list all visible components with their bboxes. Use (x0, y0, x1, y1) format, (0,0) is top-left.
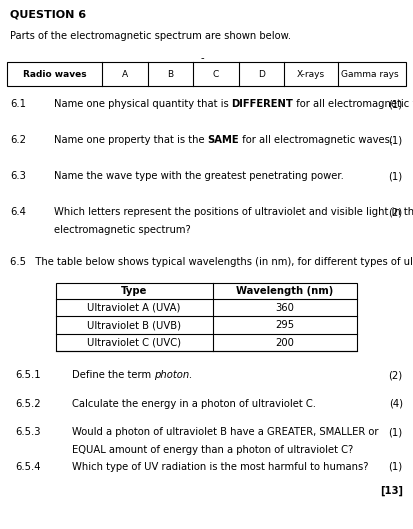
Text: (4): (4) (389, 399, 403, 409)
Text: Ultraviolet C (UVC): Ultraviolet C (UVC) (87, 338, 181, 348)
Text: (1): (1) (389, 462, 403, 472)
Text: Name the wave type with the greatest penetrating power.: Name the wave type with the greatest pen… (54, 171, 344, 181)
Text: A: A (122, 69, 128, 79)
Text: -: - (201, 53, 204, 63)
Text: D: D (258, 69, 265, 79)
Text: X-rays: X-rays (297, 69, 325, 79)
Text: 6.5.2: 6.5.2 (16, 399, 41, 409)
Text: Wavelength (nm): Wavelength (nm) (236, 286, 334, 296)
Text: 6.3: 6.3 (10, 171, 26, 181)
Text: (2): (2) (389, 207, 403, 217)
Bar (56, 283, 357, 351)
Text: 6.2: 6.2 (10, 135, 26, 145)
Text: 6.4: 6.4 (10, 207, 26, 217)
Text: Which letters represent the positions of ultraviolet and visible light in the: Which letters represent the positions of… (54, 207, 413, 217)
Text: SAME: SAME (207, 135, 239, 145)
Text: (1): (1) (389, 427, 403, 437)
Text: B: B (168, 69, 173, 79)
Text: 6.5.3: 6.5.3 (16, 427, 41, 437)
Text: Gamma rays: Gamma rays (342, 69, 399, 79)
Text: [13]: [13] (380, 486, 403, 496)
Text: Ultraviolet A (UVA): Ultraviolet A (UVA) (88, 303, 181, 313)
Text: Type: Type (121, 286, 147, 296)
Text: 360: 360 (275, 303, 294, 313)
Text: (1): (1) (389, 135, 403, 145)
Bar (7, 62, 406, 86)
Text: Which type of UV radiation is the most harmful to humans?: Which type of UV radiation is the most h… (72, 462, 369, 472)
Text: 295: 295 (275, 320, 294, 330)
Text: 6.5.4: 6.5.4 (16, 462, 41, 472)
Text: EQUAL amount of energy than a photon of ultraviolet C?: EQUAL amount of energy than a photon of … (72, 445, 354, 455)
Text: Would a photon of ultraviolet B have a GREATER, SMALLER or: Would a photon of ultraviolet B have a G… (72, 427, 379, 437)
Text: Radio waves: Radio waves (23, 69, 87, 79)
Text: (2): (2) (389, 370, 403, 380)
Text: Ultraviolet B (UVB): Ultraviolet B (UVB) (87, 320, 181, 330)
Text: Calculate the energy in a photon of ultraviolet C.: Calculate the energy in a photon of ultr… (72, 399, 316, 409)
Text: Name one property that is the: Name one property that is the (54, 135, 207, 145)
Text: (1): (1) (389, 171, 403, 181)
Text: Define the term: Define the term (72, 370, 154, 380)
Text: Name one physical quantity that is: Name one physical quantity that is (54, 99, 232, 110)
Text: 6.1: 6.1 (10, 99, 26, 110)
Text: DIFFERENT: DIFFERENT (232, 99, 294, 110)
Text: electromagnetic spectrum?: electromagnetic spectrum? (54, 225, 190, 235)
Text: photon.: photon. (154, 370, 193, 380)
Text: 6.5   The table below shows typical wavelengths (in nm), for different types of : 6.5 The table below shows typical wavele… (10, 257, 413, 267)
Text: for all electromagnetic waves.: for all electromagnetic waves. (239, 135, 393, 145)
Text: Parts of the electromagnetic spectrum are shown below.: Parts of the electromagnetic spectrum ar… (10, 31, 292, 41)
Text: 200: 200 (275, 338, 294, 348)
Text: QUESTION 6: QUESTION 6 (10, 10, 86, 20)
Text: for all electromagnetic waves.: for all electromagnetic waves. (294, 99, 413, 110)
Text: C: C (213, 69, 219, 79)
Text: 6.5.1: 6.5.1 (16, 370, 41, 380)
Text: (1): (1) (389, 99, 403, 110)
